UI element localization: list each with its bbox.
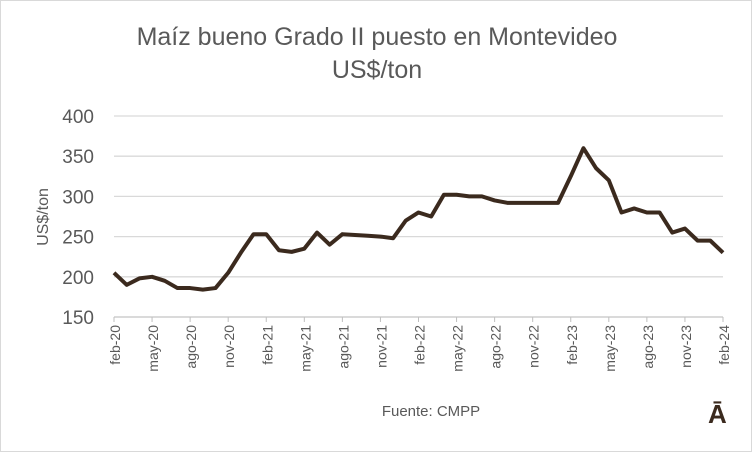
y-tick-label: 400 (62, 107, 94, 128)
y-tick-label: 200 (62, 268, 94, 289)
x-tick-label: feb-23 (564, 325, 580, 365)
x-tick-label: may-21 (297, 325, 313, 372)
x-tick-label: feb-24 (716, 325, 732, 365)
x-tick-label: nov-20 (221, 325, 237, 368)
x-tick-label: nov-23 (678, 325, 694, 368)
x-tick-label: nov-22 (526, 325, 542, 368)
x-tick-label: ago-23 (640, 325, 656, 369)
x-tick-label: may-20 (145, 325, 161, 372)
y-tick-label: 250 (62, 228, 94, 249)
x-tick-label: ago-20 (183, 325, 199, 369)
x-tick-label: feb-22 (412, 325, 428, 365)
y-axis-label: US$/ton (35, 188, 52, 246)
series-line (114, 148, 723, 290)
source-note: Fuente: CMPP (1, 403, 752, 420)
x-tick-label: may-23 (602, 325, 618, 372)
x-tick-label: nov-21 (373, 325, 389, 368)
x-tick-label: feb-21 (259, 325, 275, 365)
x-tick-label: ago-22 (488, 325, 504, 369)
x-tick-label: ago-21 (335, 325, 351, 369)
x-tick-label: feb-20 (107, 325, 123, 365)
logo: Ā (708, 399, 727, 430)
y-tick-label: 300 (62, 187, 94, 208)
y-tick-label: 350 (62, 147, 94, 168)
y-tick-label: 150 (62, 308, 94, 329)
x-tick-label: may-22 (450, 325, 466, 372)
